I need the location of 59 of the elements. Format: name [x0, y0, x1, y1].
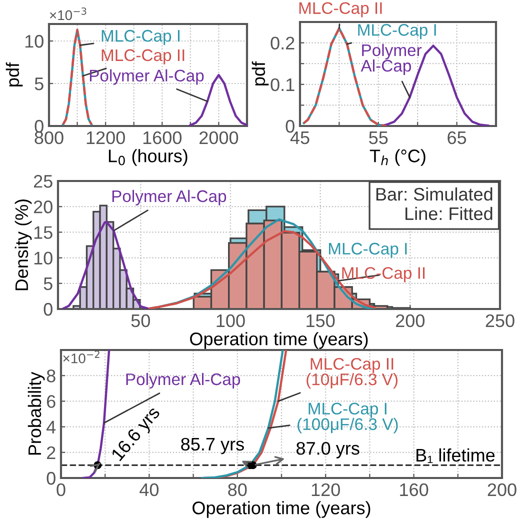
y-tick-label: 4 — [46, 420, 56, 434]
x-tick-label: 120 — [312, 483, 340, 496]
x-axis-title: Operation time (years) — [190, 332, 368, 349]
series-label: MLC-Cap I (100μF/6.3 V) — [298, 402, 398, 434]
y-tick-label: 6 — [47, 395, 56, 408]
series-label: Polymer Al-Cap — [360, 44, 422, 75]
x-tick-label: 2000 — [200, 131, 238, 144]
series-label: MLC-Cap II — [342, 267, 425, 282]
y-tick-label: 15 — [34, 226, 52, 239]
y-axis-title: pdf — [252, 61, 269, 86]
series-label: MLC-Cap II (10μF/6.3 V) — [306, 358, 398, 389]
series-label: Polymer Al-Cap — [90, 69, 204, 85]
y-tick-label: 8 — [46, 370, 56, 382]
y-tick-label: 0 — [286, 120, 294, 133]
y-tick-label: 10 — [34, 252, 52, 265]
x-tick-label: 1600 — [143, 131, 182, 144]
x-tick-label: 200 — [488, 483, 516, 496]
annotation: 87.0 yrs — [296, 442, 360, 458]
x-tick-label: 45 — [290, 132, 310, 144]
x-tick-label: 80 — [228, 483, 247, 496]
y-tick-label: 20 — [34, 200, 52, 214]
y-tick-label: 0.1 — [270, 78, 294, 92]
x-tick-label: 150 — [306, 314, 335, 328]
y-tick-label: 5 — [34, 78, 44, 90]
annotation: Bar: Simulated Line: Fitted — [376, 187, 492, 220]
x-axis-title: Operation time (years) — [192, 501, 370, 518]
x-tick-label: 1200 — [86, 131, 125, 144]
x-tick-label: 0 — [56, 483, 66, 496]
x-tick-label: 800 — [34, 131, 64, 144]
x-tick-label: 55 — [369, 132, 388, 144]
y-axis-title: Density (%) — [14, 199, 32, 290]
series-label: MLC-Cap I — [102, 30, 180, 46]
text: ×10$^{−3}$ — [50, 7, 86, 20]
y-tick-label: 25 — [34, 174, 52, 188]
y-tick-label: 0 — [44, 302, 52, 316]
y-tick-label: 5 — [44, 278, 52, 290]
series-label: MLC-Cap I — [328, 242, 407, 258]
series-label: MLC-Cap II — [299, 2, 382, 18]
y-tick-label: 10 — [25, 34, 44, 48]
y-tick-label: 0 — [46, 472, 56, 485]
x-tick-label: 200 — [396, 314, 425, 328]
annotation: 85.7 yrs — [181, 438, 244, 454]
y-axis-title: pdf — [6, 62, 23, 86]
x-tick-label: 160 — [400, 483, 428, 496]
x-tick-label: 50 — [131, 314, 150, 328]
y-axis-title: Probability — [28, 372, 45, 455]
series-label: Polymer Al-Cap — [126, 372, 240, 388]
x-axis-title: T$_{h}$ (°C) — [370, 149, 426, 166]
x-tick-label: 250 — [486, 314, 514, 328]
ref-line-label: B₁ lifetime — [416, 448, 495, 463]
series-label: Polymer Al-Cap — [112, 190, 226, 206]
x-tick-label: 65 — [448, 131, 466, 144]
x-axis-title: L$_{0}$ (hours) — [108, 149, 188, 166]
y-tick-label: 0.2 — [270, 36, 294, 50]
y-tick-label: 2 — [47, 446, 56, 459]
x-tick-label: 100 — [216, 314, 245, 328]
series-label: MLC-Cap I — [358, 24, 436, 40]
x-tick-label: 40 — [140, 483, 159, 496]
series-label: MLC-Cap II — [102, 49, 184, 64]
